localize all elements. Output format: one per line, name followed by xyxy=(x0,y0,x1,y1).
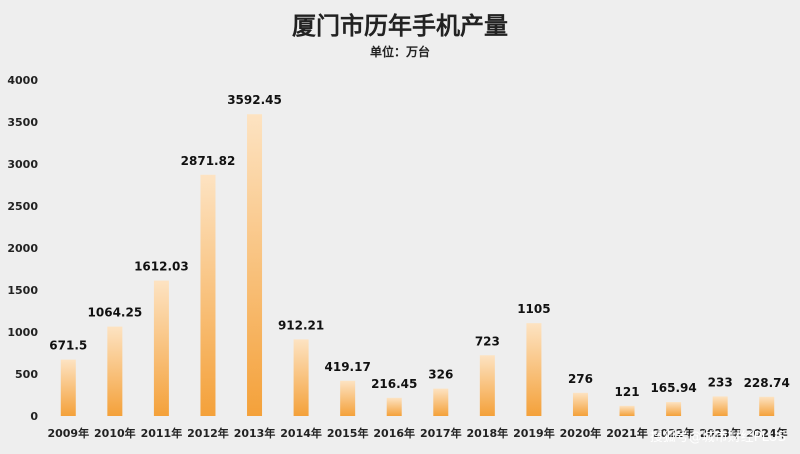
y-tick-label: 3000 xyxy=(7,158,38,171)
x-tick-label: 2019年 xyxy=(513,426,555,440)
chart-title: 厦门市历年手机产量 xyxy=(292,12,508,40)
bar xyxy=(340,380,356,416)
y-axis: 0 500 1000 1500 2000 2500 3000 3500 4000 xyxy=(7,74,38,423)
data-label: 326 xyxy=(428,368,453,382)
y-tick-label: 0 xyxy=(30,410,38,423)
x-tick-label: 2018年 xyxy=(467,426,509,440)
data-label: 419.17 xyxy=(325,360,371,374)
bar xyxy=(107,326,123,416)
data-label: 1612.03 xyxy=(134,260,189,274)
data-label: 228.74 xyxy=(744,376,790,390)
bar xyxy=(433,388,449,416)
x-tick-label: 2024年 xyxy=(746,426,788,440)
bar xyxy=(200,174,216,416)
bar xyxy=(666,402,682,416)
data-label: 1105 xyxy=(517,302,550,316)
x-tick-label: 2009年 xyxy=(47,426,89,440)
bar xyxy=(572,392,588,416)
data-label: 216.45 xyxy=(371,377,417,391)
x-tick-label: 2016年 xyxy=(373,426,415,440)
x-tick-label: 2017年 xyxy=(420,426,462,440)
x-tick-label: 2014年 xyxy=(280,426,322,440)
bar xyxy=(60,359,76,416)
x-tick-label: 2011年 xyxy=(141,426,183,440)
data-label: 276 xyxy=(568,372,593,386)
x-tick-label: 2020年 xyxy=(560,426,602,440)
bar xyxy=(386,397,402,416)
bar xyxy=(247,114,263,417)
x-tick-label: 2013年 xyxy=(234,426,276,440)
watermark: 搜狐号@城市财经PLUS xyxy=(650,429,786,445)
chart-subtitle: 单位：万台 xyxy=(370,44,430,59)
bar xyxy=(479,355,495,416)
x-tick-label: 2015年 xyxy=(327,426,369,440)
data-label: 2871.82 xyxy=(181,154,236,168)
y-tick-label: 1500 xyxy=(7,284,38,297)
x-tick-label: 2023年 xyxy=(699,426,741,440)
y-tick-label: 2000 xyxy=(7,242,38,255)
data-label: 165.94 xyxy=(650,381,696,395)
x-tick-label: 2021年 xyxy=(606,426,648,440)
x-tick-label: 2012年 xyxy=(187,426,229,440)
bar xyxy=(293,339,309,416)
y-tick-label: 1000 xyxy=(7,326,38,339)
data-label: 233 xyxy=(708,375,733,389)
bar xyxy=(526,323,542,416)
bar xyxy=(153,280,169,416)
data-label: 671.5 xyxy=(49,339,87,353)
x-axis: 2009年 2010年 2011年 2012年 2013年 2014年 2015年 2016年… xyxy=(47,426,787,440)
bar xyxy=(712,396,728,416)
data-label: 723 xyxy=(475,334,500,348)
bars: 671.5 1064.25 1612.03 2871.82 3592.45 912.21 4… xyxy=(49,93,790,417)
data-label: 1064.25 xyxy=(88,306,143,320)
y-tick-label: 3500 xyxy=(7,116,38,129)
bar xyxy=(759,396,775,416)
data-label: 3592.45 xyxy=(227,93,282,107)
data-label: 912.21 xyxy=(278,318,324,332)
data-label: 121 xyxy=(615,385,640,399)
y-tick-label: 4000 xyxy=(7,74,38,87)
bar xyxy=(619,405,635,416)
y-tick-label: 2500 xyxy=(7,200,38,213)
x-tick-label: 2022年 xyxy=(653,426,695,440)
x-tick-label: 2010年 xyxy=(94,426,136,440)
y-tick-label: 500 xyxy=(15,368,38,381)
